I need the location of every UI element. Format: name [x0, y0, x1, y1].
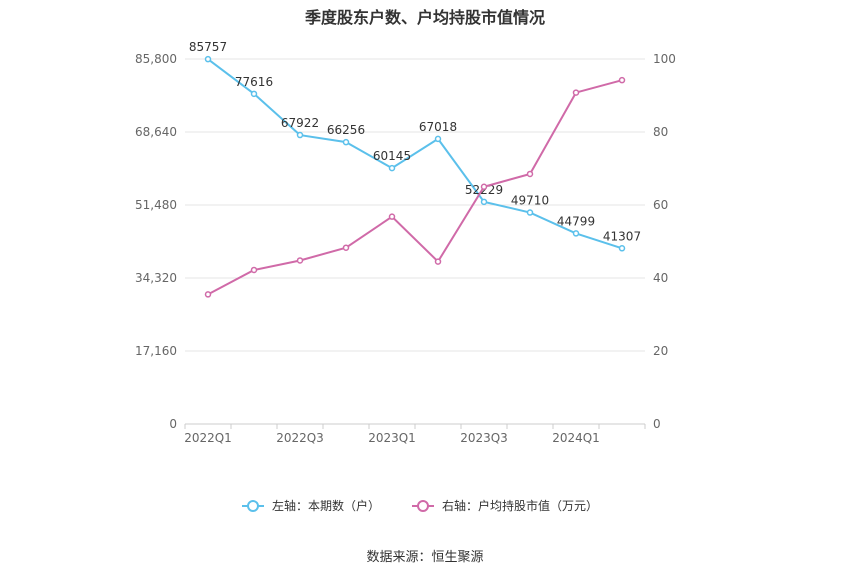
- series-2-point: [526, 170, 534, 178]
- data-source: 数据来源：恒生聚源: [366, 550, 484, 565]
- x-axis-tick-label: 2023Q1: [368, 431, 416, 445]
- series-1-point: [572, 230, 580, 237]
- left-axis-tick-label: 34,320: [135, 271, 177, 285]
- series-2-point: [250, 266, 258, 274]
- data-label: 77616: [235, 75, 273, 89]
- series-2-point: [480, 183, 488, 190]
- series-1-point: [480, 198, 488, 206]
- series-line-2: [207, 79, 623, 296]
- legend-marker: [417, 500, 429, 512]
- data-label: 60145: [373, 149, 411, 163]
- right-axis-tick-label: 80: [653, 125, 668, 139]
- right-axis-tick-label: 40: [653, 271, 668, 285]
- left-axis-tick-label: 68,640: [135, 125, 177, 139]
- data-label: 66256: [327, 123, 365, 137]
- series-1-point: [342, 138, 350, 146]
- series-1-point: [388, 164, 396, 172]
- series-line-1: [207, 58, 623, 250]
- left-axis-tick-label: 17,160: [135, 344, 177, 358]
- series-1-point: [434, 135, 442, 143]
- series-1-point: [204, 55, 212, 63]
- right-axis-tick-label: 60: [653, 198, 668, 212]
- chart-title: 季度股东户数、户均持股市值情况: [304, 8, 545, 27]
- series-2-point: [434, 258, 442, 265]
- series-1-point: [618, 245, 626, 252]
- left-axis-tick-label: 51,480: [135, 198, 177, 212]
- legend-label-2: 右轴：户均持股市值（万元）: [442, 498, 598, 513]
- series-1-point: [296, 131, 304, 139]
- series-2-point: [296, 257, 304, 264]
- series-1-point: [250, 90, 258, 98]
- x-axis-tick-label: 2022Q1: [184, 431, 232, 445]
- legend-marker: [247, 500, 259, 512]
- series-2-point: [342, 244, 350, 251]
- right-axis-tick-label: 0: [653, 417, 661, 431]
- data-label: 67922: [281, 116, 319, 130]
- right-axis-tick-label: 20: [653, 344, 668, 358]
- left-axis-tick-label: 0: [169, 417, 177, 431]
- data-label: 41307: [603, 229, 641, 243]
- series-2-point: [204, 291, 212, 298]
- right-axis-tick-label: 100: [653, 52, 676, 66]
- x-axis-tick-label: 2024Q1: [552, 431, 600, 445]
- left-axis-tick-label: 85,800: [135, 52, 177, 66]
- series-2-point: [572, 89, 580, 96]
- data-label: 85757: [189, 40, 227, 54]
- series-1-point: [526, 209, 534, 216]
- data-label: 44799: [557, 214, 595, 228]
- series-2-point: [388, 213, 396, 220]
- x-axis-tick-label: 2022Q3: [276, 431, 324, 445]
- x-axis-tick-label: 2023Q3: [460, 431, 508, 445]
- legend-label-1: 左轴：本期数（户）: [272, 498, 380, 513]
- series-2-point: [618, 76, 626, 84]
- data-label: 67018: [419, 120, 457, 134]
- data-label: 49710: [511, 194, 549, 208]
